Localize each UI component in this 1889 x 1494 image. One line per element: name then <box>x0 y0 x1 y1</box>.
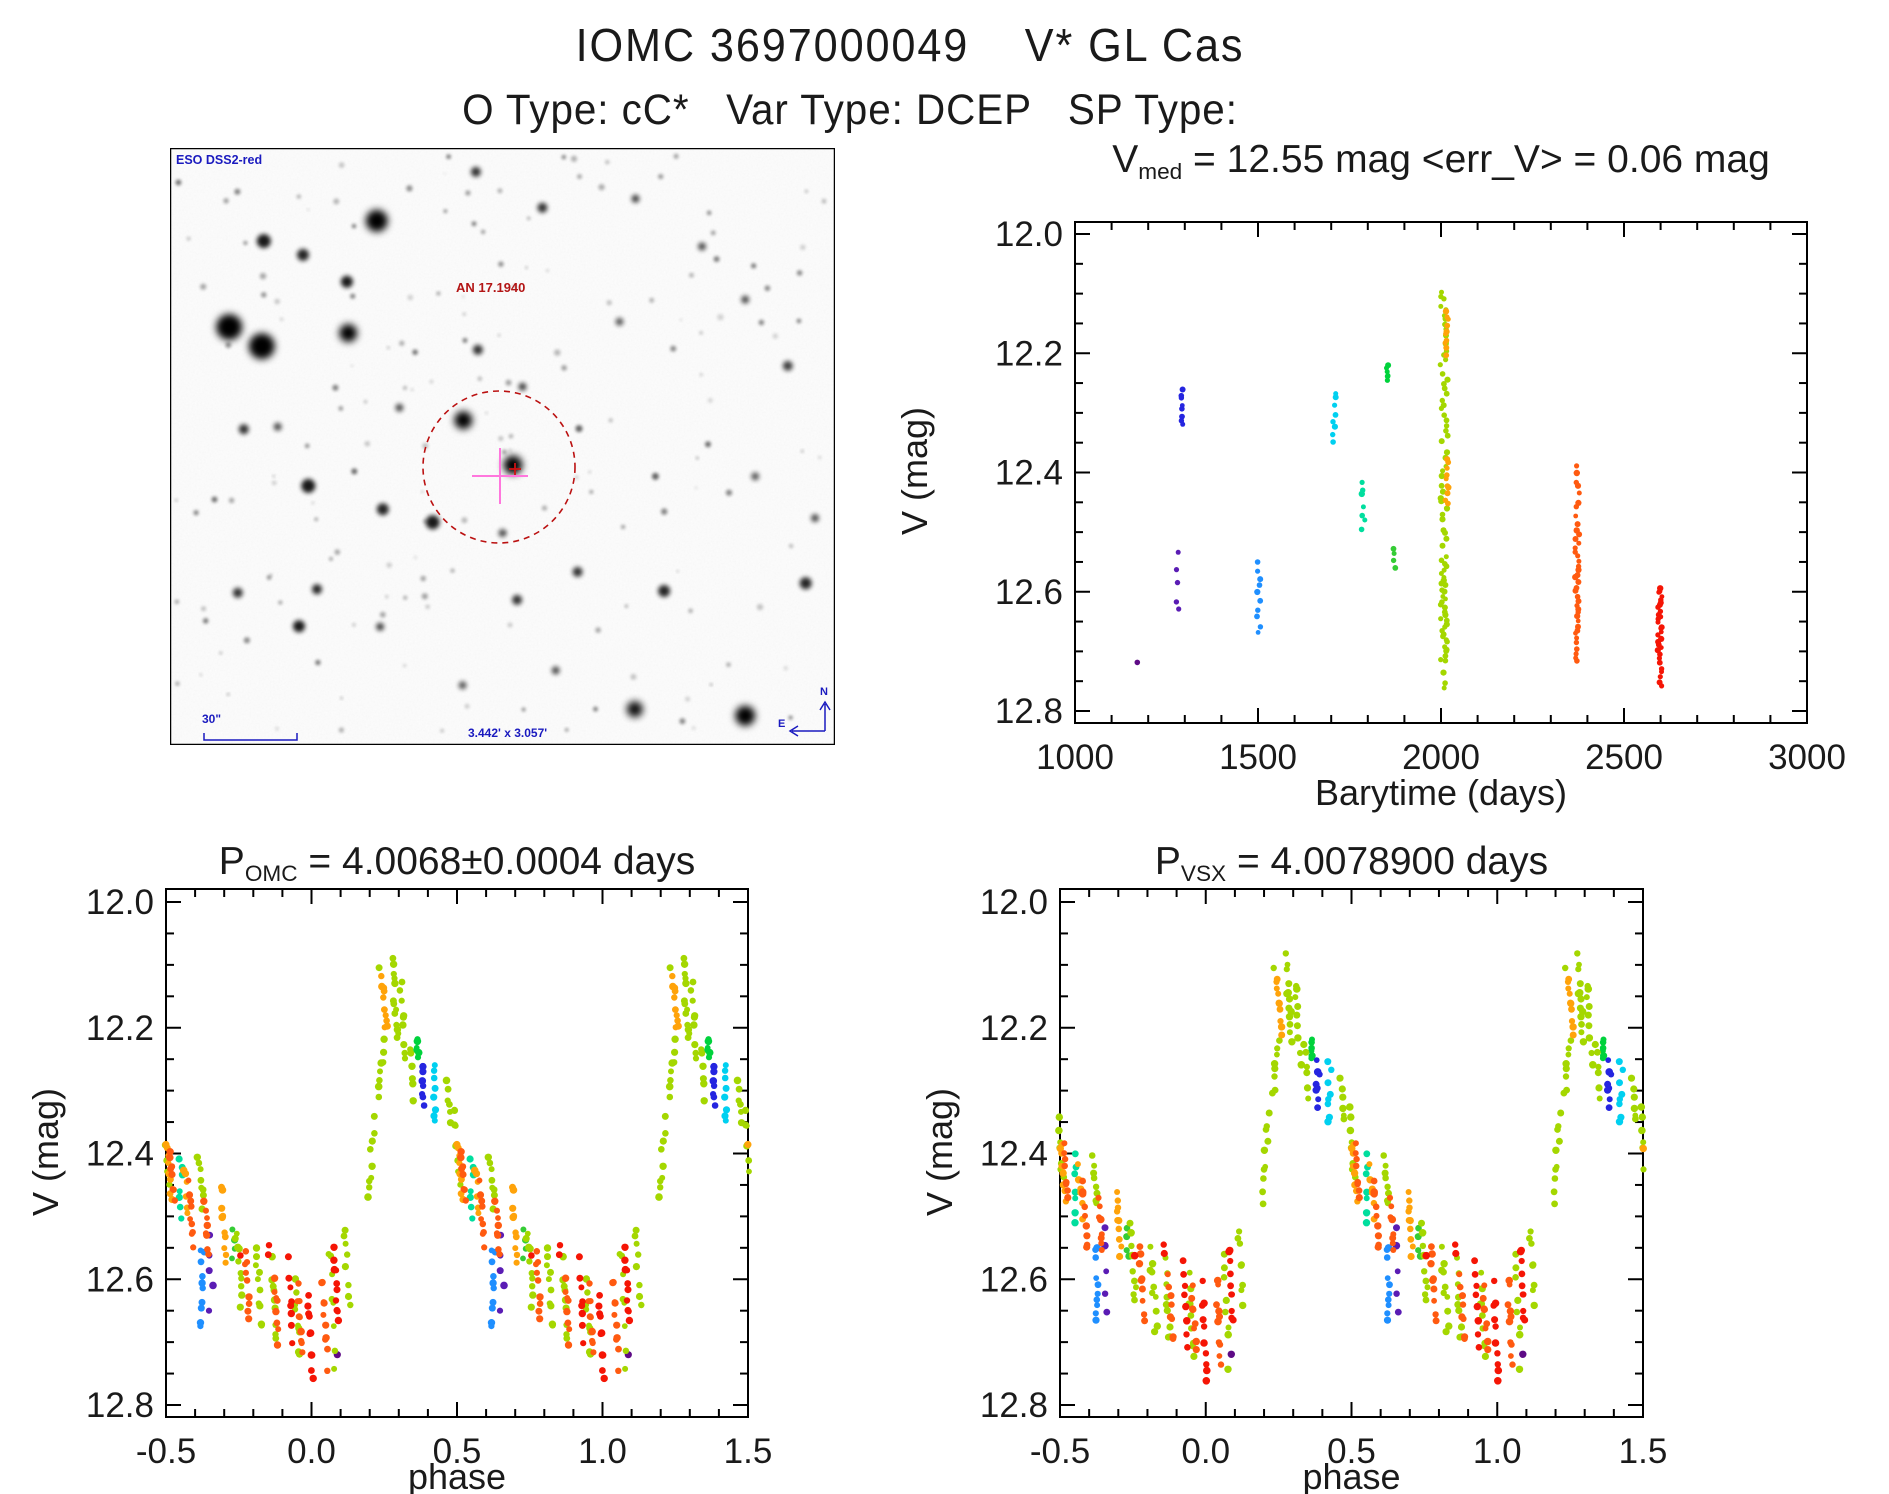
tick-labels: -0.5 0.0 0.5 1.0 1.5 12.0 12.2 12.4 12.6 12.8 <box>86 883 772 1471</box>
crosshair-marker <box>472 448 528 504</box>
svg-text:12.6: 12.6 <box>86 1260 154 1299</box>
target-designation-label: AN 17.1940 <box>456 280 526 295</box>
compass-east-label: E <box>778 718 786 730</box>
svg-text:1.0: 1.0 <box>578 1432 627 1471</box>
target-cross-marker <box>509 463 521 475</box>
page-subtitle: O Type: cC* Var Type: DCEP SP Type: <box>462 86 1238 134</box>
phase-omc-title-symbol: P <box>218 840 245 883</box>
barytime-title-value: = 12.55 mag <err_V> = 0.06 mag <box>1182 138 1770 181</box>
svg-text:3000: 3000 <box>1768 738 1846 777</box>
svg-text:1.5: 1.5 <box>1619 1432 1668 1471</box>
svg-text:12.8: 12.8 <box>86 1386 154 1425</box>
svg-text:12.6: 12.6 <box>995 573 1063 612</box>
svg-text:12.4: 12.4 <box>86 1135 154 1174</box>
phase-omc-title-value: = 4.0068±0.0004 days <box>297 840 696 883</box>
svg-text:12.0: 12.0 <box>86 883 154 922</box>
phase-omc-xlabel: phase <box>407 1456 507 1494</box>
svg-text:12.0: 12.0 <box>980 883 1048 922</box>
phase-omc-plot-title: POMC = 4.0068±0.0004 days <box>166 840 748 887</box>
fov-size-label: 3.442' x 3.057' <box>468 726 548 740</box>
svg-text:-0.5: -0.5 <box>136 1432 196 1471</box>
svg-text:12.4: 12.4 <box>995 454 1063 493</box>
svg-text:12.4: 12.4 <box>980 1135 1048 1174</box>
svg-text:2000: 2000 <box>1402 738 1480 777</box>
barytime-plot-title: Vmed = 12.55 mag <err_V> = 0.06 mag <box>1075 138 1807 185</box>
svg-text:0.0: 0.0 <box>287 1432 336 1471</box>
phase-vsx-plot-title: PVSX = 4.0078900 days <box>1060 840 1643 887</box>
phase-vsx-title-value: = 4.0078900 days <box>1226 840 1549 883</box>
barytime-xlabel: Barytime (days) <box>1314 772 1568 813</box>
svg-text:12.8: 12.8 <box>980 1386 1048 1425</box>
sky-noise <box>170 148 835 745</box>
svg-text:0.5: 0.5 <box>433 1432 482 1471</box>
svg-text:0.0: 0.0 <box>1181 1432 1230 1471</box>
svg-text:1500: 1500 <box>1219 738 1297 777</box>
tick-labels: 1000 1500 2000 2500 3000 12.0 12.2 12.4 12.6 12.8 <box>995 215 1846 777</box>
svg-text:1.5: 1.5 <box>724 1432 773 1471</box>
svg-text:12.0: 12.0 <box>995 215 1063 254</box>
barytime-title-symbol: V <box>1112 138 1139 181</box>
finder-border <box>169 147 836 746</box>
compass-icon <box>788 700 831 737</box>
finder-image <box>169 147 836 746</box>
svg-text:12.8: 12.8 <box>995 692 1063 731</box>
svg-text:2500: 2500 <box>1585 738 1663 777</box>
phase-omc-title-subscript: OMC <box>244 861 298 887</box>
compass-north-label: N <box>820 686 828 698</box>
svg-text:1.0: 1.0 <box>1473 1432 1522 1471</box>
finder-chart: ESO DSS2-red AN 17.1940 30" 3.442' x 3.0… <box>169 147 836 746</box>
svg-text:1000: 1000 <box>1036 738 1114 777</box>
target-circle-marker <box>422 390 576 544</box>
page-title: IOMC 3697000049 V* GL Cas <box>575 19 1245 71</box>
survey-label: ESO DSS2-red <box>176 153 263 167</box>
axes <box>1074 221 1808 724</box>
phase_vsx-data-points <box>1055 950 1648 1385</box>
scale-bar-label: 30" <box>202 712 222 726</box>
svg-text:0.5: 0.5 <box>1327 1432 1376 1471</box>
axes <box>165 888 749 1418</box>
barytime-title-subscript: med <box>1138 159 1183 185</box>
barytime-data-points <box>1134 289 1665 691</box>
tick-labels: -0.5 0.0 0.5 1.0 1.5 12.0 12.2 12.4 12.6 12.8 <box>980 883 1667 1471</box>
phase_omc-data-points <box>161 954 753 1383</box>
phase-vsx-title-symbol: P <box>1154 840 1181 883</box>
svg-text:12.2: 12.2 <box>980 1009 1048 1048</box>
svg-text:12.2: 12.2 <box>995 334 1063 373</box>
svg-text:-0.5: -0.5 <box>1030 1432 1090 1471</box>
svg-text:12.6: 12.6 <box>980 1260 1048 1299</box>
scale-bar <box>203 733 298 741</box>
svg-text:12.2: 12.2 <box>86 1009 154 1048</box>
phase-vsx-title-subscript: VSX <box>1180 861 1227 887</box>
phase-vsx-xlabel: phase <box>1302 1456 1401 1494</box>
